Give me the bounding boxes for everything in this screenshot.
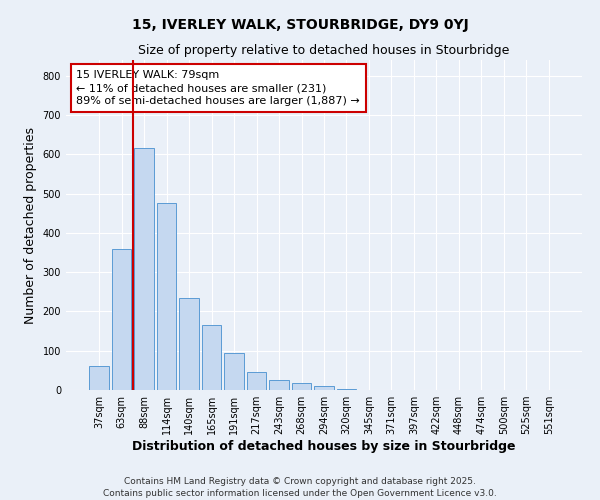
Text: 15, IVERLEY WALK, STOURBRIDGE, DY9 0YJ: 15, IVERLEY WALK, STOURBRIDGE, DY9 0YJ [131, 18, 469, 32]
Bar [247, 372, 266, 390]
Bar [292, 383, 311, 390]
Bar [224, 352, 244, 390]
Bar [179, 298, 199, 390]
Bar [269, 380, 289, 390]
Bar [112, 248, 131, 390]
Title: Size of property relative to detached houses in Stourbridge: Size of property relative to detached ho… [139, 44, 509, 58]
Bar [157, 204, 176, 390]
Bar [134, 148, 154, 390]
Text: Contains HM Land Registry data © Crown copyright and database right 2025.
Contai: Contains HM Land Registry data © Crown c… [103, 476, 497, 498]
Bar [89, 366, 109, 390]
Bar [337, 389, 356, 390]
Bar [202, 325, 221, 390]
Bar [314, 386, 334, 390]
Text: 15 IVERLEY WALK: 79sqm
← 11% of detached houses are smaller (231)
89% of semi-de: 15 IVERLEY WALK: 79sqm ← 11% of detached… [76, 70, 360, 106]
X-axis label: Distribution of detached houses by size in Stourbridge: Distribution of detached houses by size … [132, 440, 516, 453]
Y-axis label: Number of detached properties: Number of detached properties [24, 126, 37, 324]
